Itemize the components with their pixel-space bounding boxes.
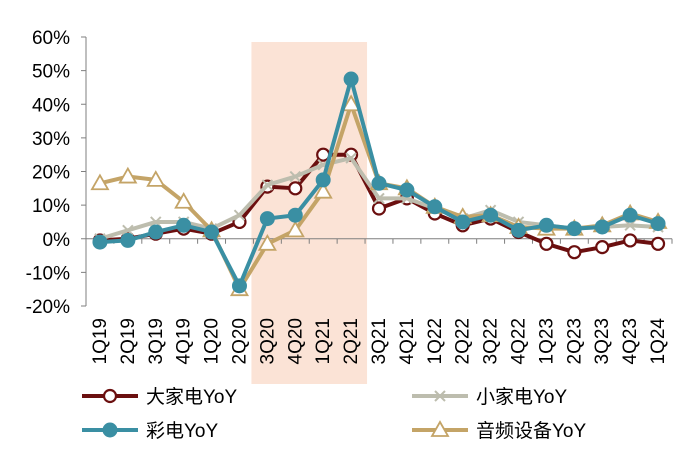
data-point bbox=[118, 166, 138, 184]
data-point bbox=[538, 217, 554, 233]
data-point bbox=[371, 201, 387, 216]
data-point bbox=[622, 207, 638, 223]
y-tick-label: 0% bbox=[43, 230, 71, 251]
series-3 bbox=[92, 71, 666, 294]
data-point bbox=[373, 192, 385, 205]
data-point bbox=[650, 216, 666, 232]
x-tick-label: 1Q23 bbox=[536, 318, 557, 364]
data-point bbox=[231, 278, 247, 294]
data-point bbox=[623, 233, 638, 248]
legend-marker bbox=[102, 422, 118, 438]
x-tick-label: 2Q20 bbox=[229, 318, 250, 364]
series-layer bbox=[90, 71, 668, 297]
legend-label: 小家电YoY bbox=[476, 386, 567, 408]
legend-marker bbox=[434, 390, 446, 402]
data-point bbox=[341, 94, 361, 112]
data-point bbox=[483, 207, 499, 223]
x-tick-label: 2Q19 bbox=[118, 318, 139, 364]
legend-label: 大家电YoY bbox=[146, 386, 237, 408]
data-point bbox=[539, 236, 554, 251]
data-point bbox=[259, 211, 275, 227]
legend-item: 彩电YoY bbox=[82, 420, 218, 442]
x-tick-label: 1Q20 bbox=[202, 318, 223, 364]
x-tick-label: 3Q23 bbox=[592, 318, 613, 364]
axes-layer: 60% 50% 40% 30% 20% 10% 0% -10% -20% 1Q19 2Q19 3Q19… bbox=[26, 28, 673, 365]
data-point bbox=[150, 216, 162, 228]
legend-item: 音频设备YoY bbox=[412, 420, 586, 442]
legend-label: 音频设备YoY bbox=[476, 420, 586, 442]
legend-label: 彩电YoY bbox=[146, 420, 218, 442]
data-point bbox=[122, 224, 134, 237]
y-tick-label: -10% bbox=[26, 263, 70, 284]
legend-marker bbox=[102, 388, 118, 404]
legend-item: 大家电YoY bbox=[82, 386, 237, 408]
x-tick-label: 1Q22 bbox=[425, 318, 446, 364]
data-point bbox=[146, 170, 166, 187]
y-tick-label: -20% bbox=[26, 297, 70, 318]
x-tick-label: 3Q20 bbox=[257, 318, 278, 364]
x-tick-label: 3Q21 bbox=[369, 318, 390, 364]
y-tick-label: 10% bbox=[32, 196, 70, 217]
data-point bbox=[313, 181, 333, 199]
y-tick-label: 50% bbox=[32, 62, 70, 83]
data-point bbox=[261, 179, 274, 191]
data-point bbox=[567, 245, 582, 260]
x-tick-label: 4Q20 bbox=[285, 318, 306, 364]
data-point bbox=[650, 236, 666, 251]
data-point bbox=[566, 221, 582, 237]
data-point bbox=[257, 233, 277, 251]
x-tick-label: 1Q19 bbox=[90, 318, 111, 364]
data-point bbox=[92, 234, 108, 250]
data-point bbox=[120, 232, 136, 248]
data-point bbox=[148, 224, 164, 240]
data-point bbox=[624, 219, 636, 232]
data-point bbox=[343, 71, 359, 87]
data-point bbox=[345, 152, 357, 164]
data-point bbox=[176, 217, 192, 233]
data-point bbox=[287, 207, 303, 223]
data-point bbox=[90, 173, 110, 191]
y-tick-label: 20% bbox=[32, 163, 70, 184]
legend-marker bbox=[430, 420, 450, 437]
x-tick-label: 1Q24 bbox=[648, 318, 669, 365]
data-point bbox=[511, 222, 527, 238]
data-point bbox=[288, 181, 303, 196]
x-tick-label: 4Q23 bbox=[620, 318, 641, 364]
data-point bbox=[371, 175, 387, 191]
data-point bbox=[233, 209, 246, 221]
data-point bbox=[427, 199, 443, 215]
y-tick-label: 40% bbox=[32, 95, 70, 116]
x-tick-label: 1Q21 bbox=[313, 318, 334, 364]
data-point bbox=[399, 182, 415, 198]
data-point bbox=[289, 170, 301, 183]
x-tick-label: 3Q19 bbox=[146, 318, 167, 364]
legend: 大家电YoY 小家电YoY 彩电YoY 音频设备YoY bbox=[82, 386, 586, 442]
x-tick-label: 4Q22 bbox=[509, 318, 530, 364]
x-tick-label: 2Q22 bbox=[453, 318, 474, 364]
data-point bbox=[455, 214, 471, 230]
data-point bbox=[174, 191, 194, 209]
data-point bbox=[595, 240, 610, 255]
x-tick-label: 2Q23 bbox=[564, 318, 585, 364]
data-point bbox=[285, 220, 305, 238]
data-point bbox=[204, 224, 220, 240]
x-tick-label: 3Q22 bbox=[481, 318, 502, 364]
data-point bbox=[315, 172, 331, 188]
data-point bbox=[594, 219, 610, 235]
legend-item: 小家电YoY bbox=[412, 386, 567, 408]
y-tick-label: 30% bbox=[32, 129, 70, 150]
y-tick-label: 60% bbox=[32, 28, 70, 49]
x-tick-label: 2Q21 bbox=[341, 318, 362, 364]
x-tick-label: 4Q21 bbox=[397, 318, 418, 364]
x-tick-label: 4Q19 bbox=[174, 318, 195, 364]
